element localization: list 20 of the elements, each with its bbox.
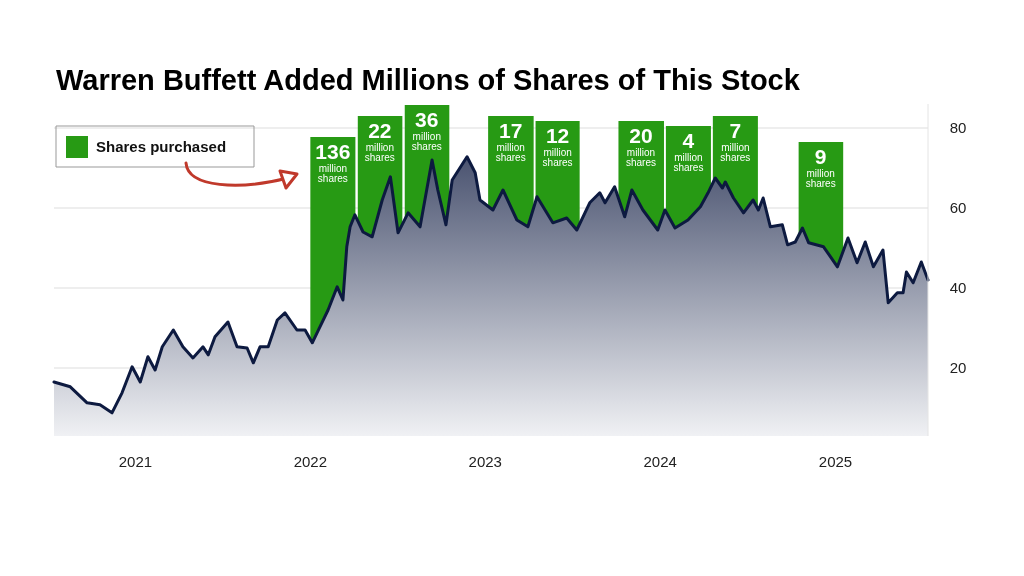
annotation: 12 million shares bbox=[542, 124, 573, 168]
annotation: 9 million shares bbox=[805, 145, 836, 189]
x-tick-label: 2024 bbox=[643, 453, 677, 470]
y-tick-label: 80 bbox=[949, 119, 967, 136]
annotation: 7 million shares bbox=[720, 119, 751, 163]
annotation: 17 million shares bbox=[495, 119, 526, 163]
y-tick-label: 20 bbox=[949, 359, 967, 376]
annotation: 136 million shares bbox=[315, 140, 351, 184]
x-tick-label: 2023 bbox=[468, 453, 502, 470]
chart-title: Warren Buffett Added Millions of Shares of This Stock bbox=[56, 64, 801, 96]
y-tick-label: 40 bbox=[949, 279, 967, 296]
annotation: 36 million shares bbox=[411, 108, 442, 152]
annotation: 4 million shares bbox=[673, 129, 704, 173]
y-tick-label: 60 bbox=[949, 199, 967, 216]
annotation: 20 million shares bbox=[625, 124, 656, 168]
legend-title: Shares purchased bbox=[96, 138, 227, 155]
x-tick-label: 2021 bbox=[118, 453, 153, 470]
x-tick-label: 2022 bbox=[293, 453, 328, 470]
x-tick-label: 2025 bbox=[818, 453, 853, 470]
annotation: 22 million shares bbox=[364, 119, 395, 163]
